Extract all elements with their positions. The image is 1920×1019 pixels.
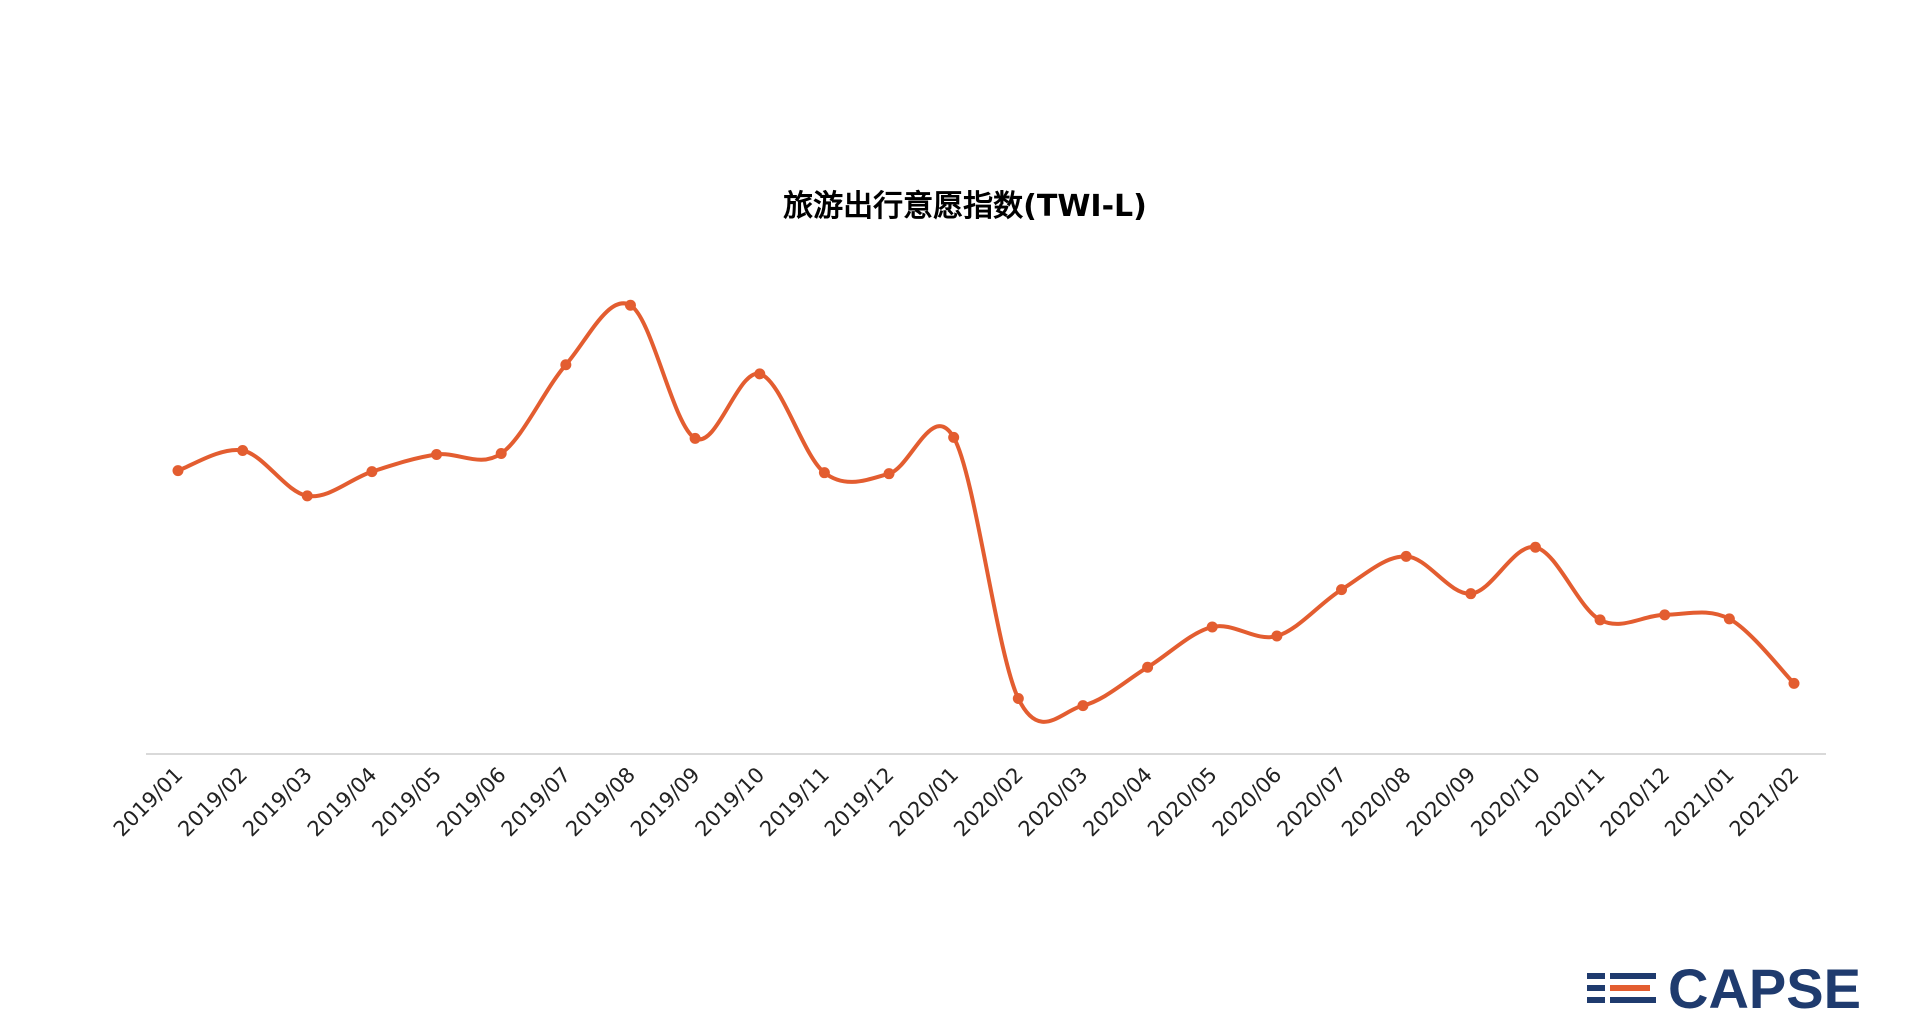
data-point-2021-01	[1723, 613, 1735, 625]
data-point-2020-02	[1012, 693, 1024, 705]
data-point-2020-05	[1206, 621, 1218, 633]
data-point-2020-04	[1142, 661, 1154, 673]
x-tick-label: 2020/08	[1337, 763, 1416, 842]
data-point-2019-07	[560, 359, 572, 371]
x-tick-label: 2021/02	[1725, 763, 1804, 842]
data-point-2019-03	[301, 490, 313, 502]
x-tick-label: 2019/02	[174, 763, 253, 842]
data-point-2021-02	[1788, 677, 1800, 689]
series-line	[176, 301, 1796, 724]
chart-title: 旅游出行意愿指数(TWI-L)	[783, 189, 1147, 224]
x-tick-label: 2019/09	[626, 763, 705, 842]
data-point-2019-06	[495, 448, 507, 460]
data-point-2019-05	[431, 449, 443, 461]
x-tick-label: 2020/04	[1078, 763, 1157, 842]
capse-logo: CAPSE	[1587, 957, 1861, 1019]
data-point-2019-10	[754, 368, 766, 380]
x-tick-label: 2019/01	[109, 763, 188, 842]
x-tick-label: 2021/01	[1660, 763, 1739, 842]
x-tick-label: 2019/12	[820, 763, 899, 842]
x-axis-ticks: 2019/012019/022019/032019/042019/052019/…	[109, 763, 1804, 842]
data-point-2020-09	[1465, 588, 1477, 600]
x-tick-label: 2020/11	[1531, 763, 1610, 842]
data-point-2020-12	[1659, 609, 1671, 621]
data-point-2020-06	[1271, 630, 1283, 642]
data-point-2019-11	[818, 467, 830, 479]
x-tick-label: 2020/01	[885, 763, 964, 842]
data-point-2019-12	[883, 468, 895, 480]
x-tick-label: 2019/07	[497, 763, 576, 842]
x-tick-label: 2019/11	[755, 763, 834, 842]
x-tick-label: 2020/12	[1596, 763, 1675, 842]
logo-text: CAPSE	[1668, 957, 1861, 1019]
data-point-2019-09	[689, 432, 701, 444]
x-tick-label: 2020/05	[1143, 763, 1222, 842]
data-point-2020-03	[1077, 700, 1089, 712]
x-tick-label: 2020/09	[1402, 763, 1481, 842]
x-tick-label: 2019/06	[432, 763, 511, 842]
series-points	[172, 299, 1800, 712]
data-point-2020-08	[1400, 550, 1412, 562]
x-tick-label: 2020/03	[1014, 763, 1093, 842]
data-point-2019-04	[366, 466, 378, 478]
x-tick-label: 2020/07	[1272, 763, 1351, 842]
data-point-2020-10	[1529, 541, 1541, 553]
data-point-2020-11	[1594, 614, 1606, 626]
x-tick-label: 2019/04	[303, 763, 382, 842]
x-tick-label: 2019/10	[691, 763, 770, 842]
data-point-2020-07	[1336, 584, 1348, 596]
x-tick-label: 2020/10	[1466, 763, 1545, 842]
logo-stripes-icon	[1587, 973, 1656, 1003]
x-tick-label: 2020/06	[1208, 763, 1287, 842]
x-tick-label: 2019/03	[238, 763, 317, 842]
data-point-2019-02	[237, 444, 249, 456]
x-tick-label: 2020/02	[949, 763, 1028, 842]
data-point-2019-08	[624, 299, 636, 311]
x-tick-label: 2019/08	[561, 763, 640, 842]
data-point-2020-01	[948, 431, 960, 443]
data-point-2019-01	[172, 465, 184, 477]
x-tick-label: 2019/05	[367, 763, 446, 842]
